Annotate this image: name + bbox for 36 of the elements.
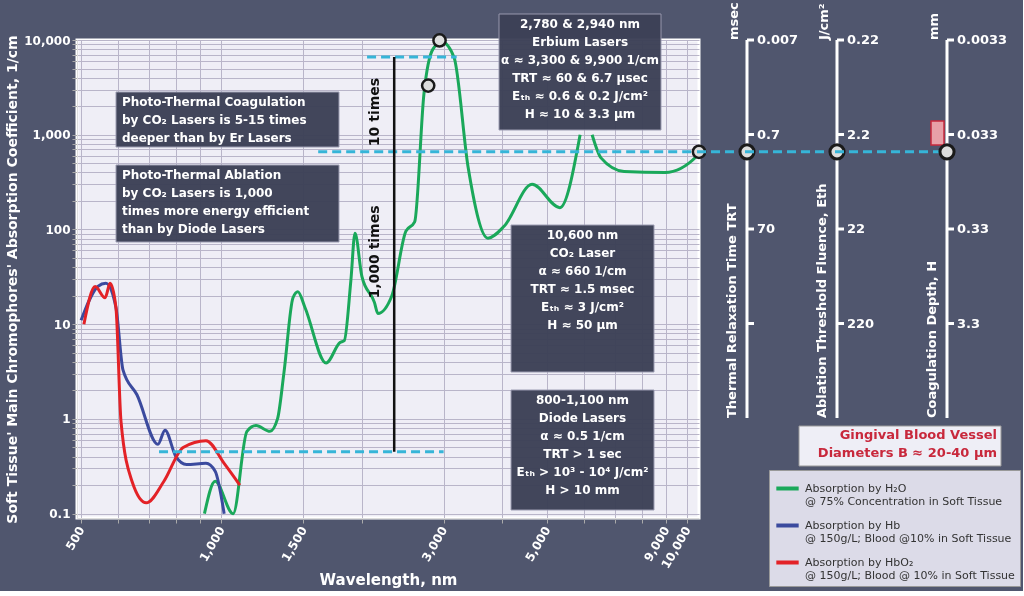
y-axis-title: Soft Tissue' Main Chromophores' Absorption Coefficient, 1/cm (4, 35, 21, 524)
y-tick-label: 1 (62, 412, 71, 427)
text: 2.2 (847, 126, 871, 142)
text: Coagulation Depth, H (924, 260, 939, 418)
text: 70 (757, 221, 776, 236)
y-tick-label: 0.1 (49, 507, 71, 522)
annotation: Photo-Thermal Ablation by CO₂ Lasers is 1,000 times more energy efficient than by Diode Lasers (122, 168, 310, 236)
text: Thermal Relaxation Time TRT (724, 203, 739, 418)
text: mm (926, 12, 941, 40)
text: msec (726, 2, 741, 40)
annotation: Photo-Thermal Coagulation by CO₂ Lasers is 5-15 times deeper than by Er Lasers (122, 95, 307, 145)
annotation: 10,600 nm CO₂ Laser α ≈ 660 1/cm TRT ≈ 1.5 msec Eₜₕ ≈ 3 J/cm² H ≈ 50 µm (530, 228, 635, 332)
y-tick-label: 1,000 (32, 128, 71, 143)
text: 22 (847, 221, 866, 236)
text: Gingival Blood Vessel Diameters B ≈ 20-40 µm (817, 427, 997, 460)
text: 0.33 (957, 221, 990, 236)
x-axis-title: Wavelength, nm (319, 570, 458, 589)
text: 0.033 (957, 126, 999, 142)
annotation: 1,000 times (366, 205, 382, 299)
y-tick-label: 100 (45, 222, 71, 237)
legend-label: Absorption by Hb @ 150g/L; Blood @10% in Soft Tissue (805, 518, 1012, 545)
y-tick-label: 10,000 (24, 33, 71, 48)
text: 0.0033 (957, 32, 1008, 47)
legend-label: Absorption by HbO₂ @ 150g/L; Blood @ 10% in Soft Tissue (805, 555, 1016, 582)
annotation: 800-1,100 nm Diode Lasers α ≈ 0.5 1/cm TRT > 1 sec Eₜₕ > 10³ - 10⁴ J/cm² H > 10 mm (516, 393, 649, 497)
text: 0.22 (847, 32, 880, 47)
text: 0.7 (757, 126, 781, 142)
text: J/cm² (816, 3, 831, 41)
annotation: 2,780 & 2,940 nm Erbium Lasers α ≈ 3,300 & 9,900 1/cm TRT ≈ 60 & 6.7 µsec Eₜₕ ≈ 0.6 & 0.2 J/cm² H ≈ 10 & 3.3 µm (501, 17, 659, 121)
text: Ablation Threshold Fluence, Eth (814, 183, 829, 418)
annotation: 10 times (366, 77, 382, 147)
legend-label: Absorption by H₂O @ 75% Concentration in Soft Tissue (805, 481, 1003, 508)
text: 0.007 (757, 32, 799, 47)
text: 3.3 (957, 315, 981, 331)
text: 220 (847, 315, 875, 331)
y-tick-label: 10 (53, 317, 71, 332)
